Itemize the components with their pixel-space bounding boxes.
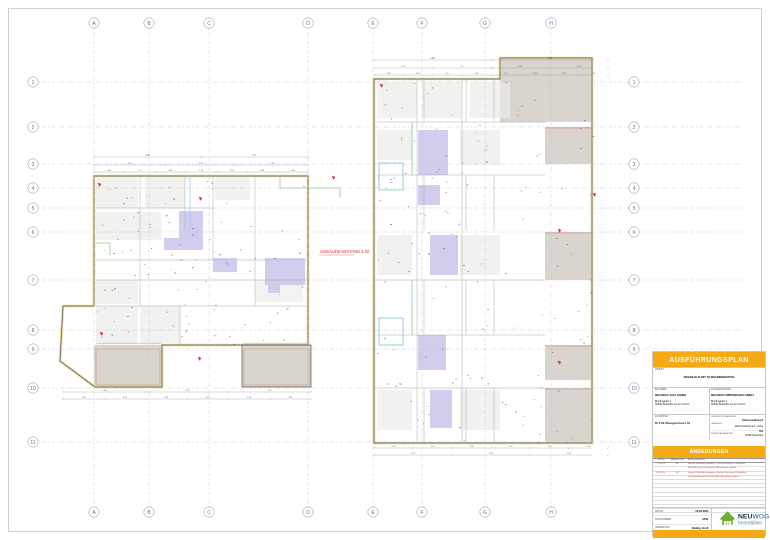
svg-text:C: C [207,21,211,27]
svg-text:4: 4 [32,186,35,192]
svg-text:3.41: 3.41 [591,73,596,75]
svg-text:1.65: 1.65 [430,58,435,60]
svg-text:4: 4 [633,186,636,192]
svg-text:2.38: 2.38 [260,170,265,172]
svg-text:2.43: 2.43 [392,446,397,448]
svg-text:D: D [306,21,310,27]
svg-text:1.74: 1.74 [199,170,204,172]
svg-text:8: 8 [633,328,636,334]
svg-text:D: D [306,510,310,516]
svg-text:9: 9 [32,347,35,353]
svg-text:1: 1 [633,80,636,86]
svg-text:GEBÄUDEABSTAND 4,50: GEBÄUDEABSTAND 4,50 [320,249,370,254]
svg-text:7: 7 [32,278,35,284]
svg-text:3.61: 3.61 [416,73,421,75]
svg-text:5: 5 [633,206,636,212]
svg-text:2.21: 2.21 [268,390,273,392]
svg-text:0.92: 0.92 [548,446,553,448]
svg-text:3.05: 3.05 [291,170,296,172]
svg-text:2.79: 2.79 [411,453,416,455]
svg-text:4.08: 4.08 [547,58,552,60]
svg-text:1.97: 1.97 [401,66,406,68]
svg-text:10: 10 [30,386,36,392]
svg-text:3.52: 3.52 [164,397,169,399]
svg-text:1.24: 1.24 [185,390,190,392]
svg-text:11: 11 [631,440,636,446]
svg-text:2.32: 2.32 [489,453,494,455]
svg-text:1.09: 1.09 [270,163,275,165]
svg-text:1.68: 1.68 [102,390,107,392]
svg-text:3.52: 3.52 [387,73,392,75]
svg-text:3: 3 [32,162,35,168]
svg-text:8: 8 [32,328,35,334]
svg-text:1.4: 1.4 [460,66,464,68]
svg-text:3.35: 3.35 [123,397,128,399]
svg-text:G: G [483,21,487,27]
svg-text:G: G [483,510,487,516]
svg-text:3.76: 3.76 [509,446,514,448]
svg-text:3.42: 3.42 [168,170,173,172]
svg-text:4.05: 4.05 [128,163,133,165]
svg-text:10: 10 [631,386,637,392]
svg-text:2.53: 2.53 [230,170,235,172]
svg-text:2.56: 2.56 [587,446,592,448]
svg-text:4.01: 4.01 [206,397,211,399]
svg-text:9: 9 [633,347,636,353]
svg-text:2.81: 2.81 [567,453,572,455]
svg-text:3.94: 3.94 [288,397,293,399]
svg-text:Immobilien: Immobilien [738,520,762,526]
svg-text:1: 1 [32,80,35,86]
svg-text:H: H [549,21,553,27]
svg-text:11: 11 [30,440,35,446]
svg-text:1.76: 1.76 [474,73,479,75]
svg-text:H: H [549,510,553,516]
svg-text:2.96: 2.96 [82,397,87,399]
svg-text:6: 6 [32,230,35,236]
svg-text:2.5: 2.5 [446,73,450,75]
svg-text:2.13: 2.13 [431,446,436,448]
svg-text:6: 6 [633,230,636,236]
svg-text:5: 5 [32,206,35,212]
svg-text:1.34: 1.34 [107,170,112,172]
svg-text:1.69: 1.69 [145,155,150,157]
svg-text:2: 2 [633,125,636,131]
svg-text:F: F [420,21,423,27]
svg-text:3: 3 [633,162,636,168]
svg-text:C: C [207,510,211,516]
svg-text:7: 7 [633,278,636,284]
svg-text:2.7: 2.7 [253,155,257,157]
svg-text:3.7: 3.7 [139,170,143,172]
svg-text:F: F [420,510,423,516]
svg-text:1.36: 1.36 [470,446,475,448]
svg-text:2: 2 [32,125,35,131]
svg-text:3.34: 3.34 [247,397,252,399]
